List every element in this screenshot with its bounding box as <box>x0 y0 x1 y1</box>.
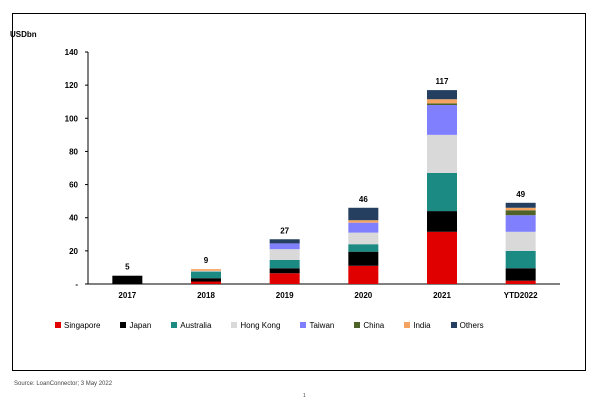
bar-segment-others <box>427 90 457 100</box>
bar-segment-australia <box>269 259 300 269</box>
bar-total-label: 27 <box>280 226 289 235</box>
bar-segment-japan <box>269 268 300 274</box>
legend-item: Australia <box>171 321 211 330</box>
bar-segment-singapore <box>505 280 536 284</box>
bar-segment-japan <box>427 211 457 232</box>
y-tick-label: 40 <box>69 214 78 223</box>
bar-segment-taiwan <box>348 222 379 233</box>
legend-item: Taiwan <box>300 321 334 330</box>
chart-frame <box>12 13 586 371</box>
legend-item: Japan <box>120 321 151 330</box>
bar-segment-china <box>505 210 536 216</box>
x-tick-label: 2018 <box>197 291 215 300</box>
y-tick-label: 80 <box>69 147 78 156</box>
legend-label: Australia <box>180 320 212 330</box>
legend-swatch <box>354 322 361 328</box>
bar-total-label: 117 <box>436 77 449 86</box>
legend-label: Singapore <box>64 320 101 330</box>
x-tick-label: 2019 <box>276 291 294 300</box>
bar-segment-china <box>427 103 457 106</box>
legend-swatch <box>404 322 411 328</box>
legend-item: Hong Kong <box>231 321 280 330</box>
legend-item: Others <box>450 320 484 330</box>
legend-swatch <box>120 322 127 328</box>
y-tick-label: 120 <box>65 81 79 90</box>
bar-segment-australia <box>427 172 457 212</box>
bar-segment-singapore <box>191 281 221 284</box>
bar-segment-taiwan <box>505 215 536 232</box>
bar-segment-india <box>191 269 221 271</box>
source-note: Source: LoanConnector; 3 May 2022 <box>14 381 113 387</box>
bar-segment-india <box>505 207 536 211</box>
legend-item: Singapore <box>55 321 100 330</box>
bar-segment-taiwan <box>427 105 457 135</box>
bar-segment-singapore <box>427 231 457 284</box>
y-tick-label: 20 <box>69 247 78 256</box>
y-tick-label: - <box>75 280 78 289</box>
y-axis-unit-label: USDbn <box>10 30 37 39</box>
bar-segment-hong-kong <box>348 232 379 245</box>
x-tick-label: YTD2022 <box>504 291 538 300</box>
legend-label: China <box>363 320 385 330</box>
bar-segment-japan <box>191 278 221 282</box>
bar-segment-japan <box>505 268 536 281</box>
x-tick-label: 2020 <box>354 291 372 300</box>
bar-segment-japan <box>348 251 379 266</box>
y-tick-label: 140 <box>65 48 79 57</box>
legend-item: India <box>404 320 431 330</box>
bar-total-label: 49 <box>516 190 525 199</box>
legend-swatch <box>231 322 238 328</box>
bar-segment-others <box>348 207 379 221</box>
bar-total-label: 46 <box>359 195 368 204</box>
bar-segment-hong-kong <box>191 270 221 272</box>
legend-swatch <box>55 322 61 328</box>
legend-swatch <box>300 322 307 328</box>
page-number: 1 <box>303 393 306 399</box>
bar-total-label: 9 <box>204 256 209 265</box>
bar-segment-singapore <box>348 265 379 284</box>
bar-segment-hong-kong <box>505 231 536 251</box>
bar-segment-hong-kong <box>427 134 457 173</box>
legend-swatch <box>171 322 178 328</box>
chart-legend: Singapore Japan Australia Hong Kong Taiwan Ch… <box>55 318 555 332</box>
legend-swatch <box>450 322 457 328</box>
bar-total-label: 5 <box>125 263 130 272</box>
y-tick-label: 100 <box>65 114 79 123</box>
legend-label: Hong Kong <box>240 320 281 330</box>
legend-label: Others <box>459 320 484 330</box>
bar-segment-taiwan <box>269 243 300 250</box>
legend-label: India <box>413 320 431 330</box>
bar-segment-australia <box>505 250 536 269</box>
bar-segment-australia <box>348 244 379 252</box>
bar-segment-others <box>269 239 300 244</box>
bar-segment-india <box>427 99 457 104</box>
x-tick-label: 2021 <box>433 291 451 300</box>
bar-segment-japan <box>112 275 143 284</box>
bar-segment-singapore <box>269 273 300 284</box>
bar-segment-hong-kong <box>269 249 300 260</box>
legend-label: Japan <box>129 320 152 330</box>
legend-label: Taiwan <box>309 320 335 330</box>
x-tick-label: 2017 <box>118 291 136 300</box>
bar-segment-australia <box>191 271 221 279</box>
bar-segment-others <box>505 202 536 208</box>
legend-item: China <box>354 321 384 330</box>
y-tick-label: 60 <box>69 181 78 190</box>
bar-segment-india <box>348 220 379 223</box>
